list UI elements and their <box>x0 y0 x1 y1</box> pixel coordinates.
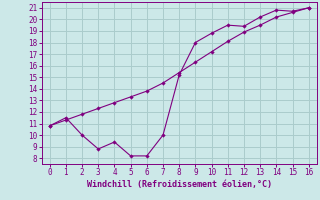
X-axis label: Windchill (Refroidissement éolien,°C): Windchill (Refroidissement éolien,°C) <box>87 180 272 189</box>
